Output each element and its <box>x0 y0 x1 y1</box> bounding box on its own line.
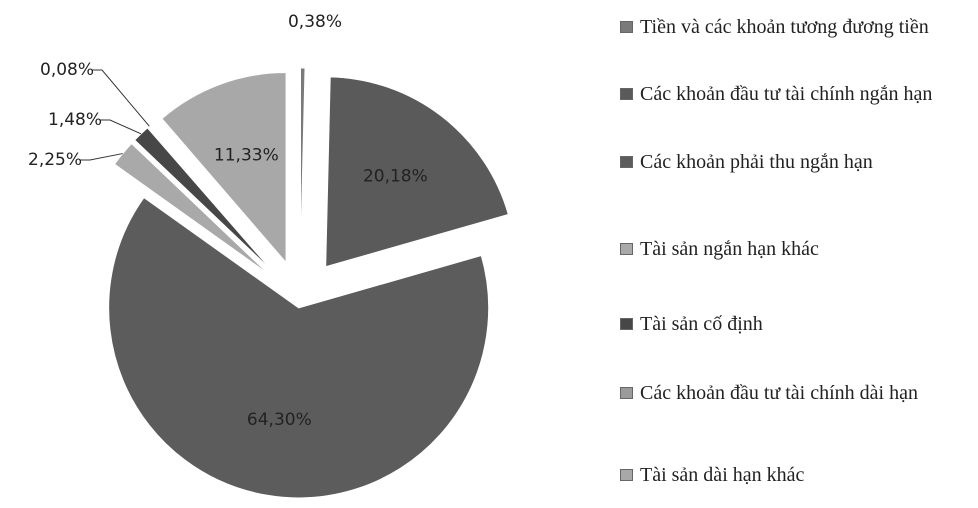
chart: 0,38% 20,18% 64,30% 2,25% 1,48% 0,08% 11,33% <box>28 12 509 499</box>
legend-item: Tài sản cố định <box>618 311 968 337</box>
legend-label: Tiền và các khoản tương đương tiền <box>640 16 929 38</box>
legend-label: Tài sản ngắn hạn khác <box>640 238 819 260</box>
legend-item: Các khoản đầu tư tài chính dài hạn <box>618 380 968 406</box>
pie-slice <box>108 196 490 499</box>
data-label: 0,38% <box>288 12 342 32</box>
data-label: 11,33% <box>214 146 279 166</box>
leader-line <box>80 153 123 161</box>
legend-swatch <box>620 21 633 33</box>
legend-swatch <box>620 156 633 168</box>
data-label: 1,48% <box>48 110 102 130</box>
pie-slice <box>134 127 273 272</box>
pie-slice <box>113 142 270 275</box>
leader-line <box>92 69 150 127</box>
legend-label: Các khoản phải thu ngắn hạn <box>640 151 873 173</box>
legend-item: Tài sản dài hạn khác <box>618 462 968 488</box>
data-label: 0,08% <box>40 60 94 80</box>
pie-slice <box>300 67 306 259</box>
legend-swatch <box>620 318 633 330</box>
legend-swatch <box>620 88 633 100</box>
legend-item: Các khoản phải thu ngắn hạn <box>618 149 968 175</box>
legend-swatch <box>620 387 633 399</box>
legend-swatch <box>620 469 633 481</box>
legend-item: Tiền và các khoản tương đương tiền <box>618 14 968 40</box>
data-label: 20,18% <box>363 167 428 187</box>
leader-line <box>100 119 142 135</box>
data-label: 2,25% <box>28 150 82 170</box>
pie-slice <box>161 72 287 264</box>
legend-label: Các khoản đầu tư tài chính ngắn hạn <box>640 83 933 105</box>
legend-item: Các khoản đầu tư tài chính ngắn hạn <box>618 81 968 107</box>
data-label: 64,30% <box>247 410 312 430</box>
legend-swatch <box>620 243 633 255</box>
legend-label: Các khoản đầu tư tài chính dài hạn <box>640 382 918 404</box>
legend-item: Tài sản ngắn hạn khác <box>618 236 968 262</box>
legend-label: Tài sản cố định <box>640 313 763 335</box>
pie-slice <box>325 76 509 268</box>
legend-label: Tài sản dài hạn khác <box>640 464 805 486</box>
